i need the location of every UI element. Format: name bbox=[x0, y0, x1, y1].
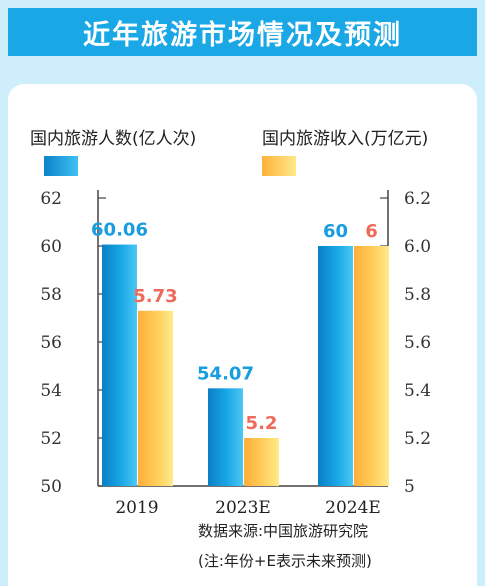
y-right-tick-label: 5.2 bbox=[404, 429, 431, 449]
forecast-note: (注:年份+E表示未来预测) bbox=[198, 552, 372, 570]
x-category-label: 2024E bbox=[325, 498, 381, 518]
legend-label-revenue: 国内旅游收入(万亿元) bbox=[262, 129, 429, 149]
chart-panel bbox=[8, 84, 477, 586]
y-left-tick-label: 54 bbox=[40, 381, 62, 401]
y-left-tick-label: 56 bbox=[40, 333, 62, 353]
data-label-revenue: 5.73 bbox=[133, 286, 177, 307]
y-left-tick-label: 58 bbox=[40, 285, 62, 305]
legend-swatch-revenue bbox=[262, 156, 296, 176]
bar-visitors bbox=[102, 244, 137, 486]
data-label-revenue: 6 bbox=[365, 221, 378, 242]
source-note: 数据来源:中国旅游研究院 bbox=[198, 522, 369, 540]
y-right-tick-label: 5.6 bbox=[404, 333, 431, 353]
bar-visitors bbox=[208, 388, 243, 486]
y-left-tick-label: 52 bbox=[40, 429, 62, 449]
data-label-visitors: 54.07 bbox=[197, 363, 254, 384]
x-category-label: 2023E bbox=[215, 498, 271, 518]
y-right-tick-label: 5.4 bbox=[404, 381, 431, 401]
legend-swatch-visitors bbox=[44, 156, 78, 176]
bar-revenue bbox=[354, 246, 389, 486]
chart-title: 近年旅游市场情况及预测 bbox=[8, 8, 477, 56]
bar-visitors bbox=[318, 246, 353, 486]
bar-revenue bbox=[244, 438, 279, 486]
y-right-tick-label: 6.0 bbox=[404, 237, 431, 257]
y-left-tick-label: 62 bbox=[40, 189, 62, 209]
y-right-tick-label: 5.8 bbox=[404, 285, 431, 305]
y-right-tick-label: 6.2 bbox=[404, 189, 431, 209]
legend-label-visitors: 国内旅游人数(亿人次) bbox=[30, 129, 197, 149]
x-category-label: 2019 bbox=[115, 498, 158, 518]
data-label-visitors: 60.06 bbox=[91, 220, 148, 241]
y-left-tick-label: 50 bbox=[40, 477, 62, 497]
data-label-revenue: 5.2 bbox=[246, 413, 278, 434]
data-label-visitors: 60 bbox=[323, 221, 348, 242]
y-right-tick-label: 5 bbox=[404, 477, 415, 497]
bar-revenue bbox=[138, 310, 173, 486]
y-left-tick-label: 60 bbox=[40, 237, 62, 257]
